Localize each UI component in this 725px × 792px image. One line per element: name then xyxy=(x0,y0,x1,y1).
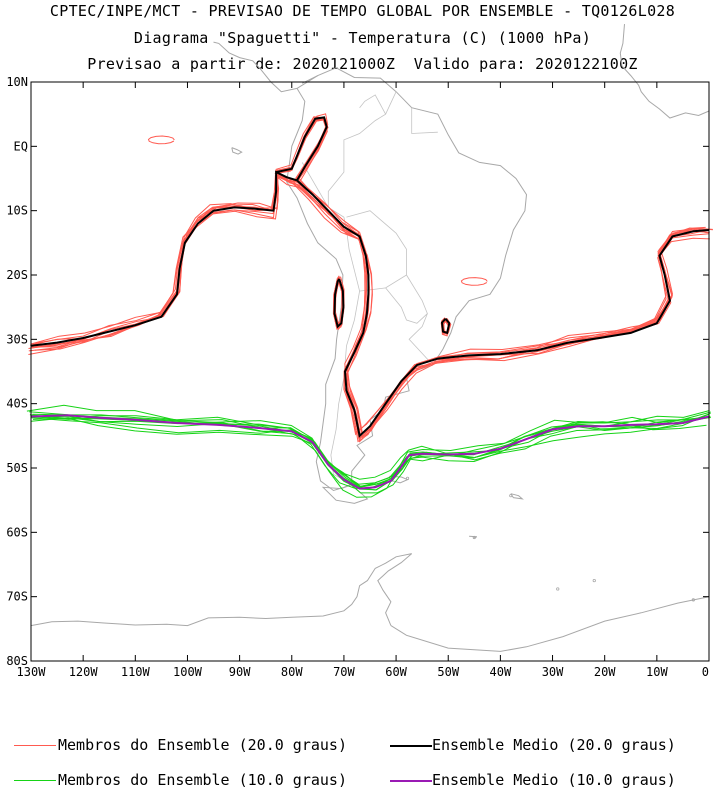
island-outline xyxy=(405,476,410,480)
x-tick-label: 120W xyxy=(69,665,99,679)
country-border xyxy=(411,107,438,134)
y-tick-label: 50S xyxy=(6,461,28,475)
x-tick-label: 110W xyxy=(121,665,151,679)
y-tick-label: 30S xyxy=(6,332,28,346)
y-tick-label: 10S xyxy=(6,204,28,218)
legend-swatch-members-20 xyxy=(14,745,56,746)
plot-frame xyxy=(30,81,710,662)
x-tick-label: 10W xyxy=(646,665,668,679)
landmass-outline xyxy=(469,535,478,539)
country-border xyxy=(385,274,428,324)
landmass-outline xyxy=(30,553,412,627)
x-tick-label: 130W xyxy=(17,665,47,679)
x-tick-label: 40W xyxy=(490,665,512,679)
member-line-20 xyxy=(460,277,488,286)
forecast-validity: Previsao a partir de: 2020121000Z Valido… xyxy=(87,55,638,73)
landmass-outline xyxy=(390,596,710,652)
island-outline xyxy=(472,535,476,540)
x-tick-label: 60W xyxy=(385,665,407,679)
y-tick-label: 70S xyxy=(6,590,28,604)
legend-label-mean-20: Ensemble Medio (20.0 graus) xyxy=(432,736,676,754)
continent-outlines xyxy=(30,24,710,652)
member-line-20 xyxy=(34,173,713,434)
member-line-10 xyxy=(32,411,711,494)
chart-axes: 130W 120W 110W 100W 90W 80W 70W 60W 50W 40W 30W 20W… xyxy=(6,75,710,679)
x-tick-label: 80W xyxy=(281,665,303,679)
y-tick-label: 40S xyxy=(6,397,28,411)
legend-swatch-mean-10 xyxy=(390,780,432,782)
y-tick-label: 10N xyxy=(6,75,28,89)
legend-swatch-mean-20 xyxy=(390,745,432,747)
legend-label-members-10: Membros do Ensemble (10.0 graus) xyxy=(58,771,347,789)
x-tick-label: 30W xyxy=(542,665,564,679)
ensemble-mean-10-line xyxy=(30,414,710,490)
x-tick-label: 90W xyxy=(229,665,251,679)
member-line-20 xyxy=(30,174,709,440)
chart-subtitle: Diagrama "Spaguetti" - Temperatura (C) (… xyxy=(133,29,592,47)
ensemble-members xyxy=(26,113,713,498)
island-outline xyxy=(691,598,695,602)
landmass-outline xyxy=(213,41,298,93)
member-line-20 xyxy=(275,116,328,184)
y-tick-label: 20S xyxy=(6,268,28,282)
y-tick-label: 60S xyxy=(6,525,28,539)
ensemble-mean-20-line xyxy=(275,116,328,181)
landmass-outline xyxy=(619,24,710,119)
ensemble-mean-20-line xyxy=(333,278,345,329)
legend-swatch-members-10 xyxy=(14,780,56,781)
spaghetti-chart: 130W 120W 110W 100W 90W 80W 70W 60W 50W 40W 30W 20W… xyxy=(6,24,713,679)
landmass-outline xyxy=(231,147,243,155)
country-border xyxy=(359,94,386,115)
y-tick-label: 80S xyxy=(6,654,28,668)
x-tick-label: 70W xyxy=(333,665,355,679)
y-tick-label: EQ xyxy=(14,139,28,153)
member-line-20 xyxy=(147,135,175,145)
island-outline xyxy=(556,587,560,591)
country-border xyxy=(408,313,431,363)
island-outline xyxy=(509,494,513,498)
member-line-10 xyxy=(30,413,709,480)
member-line-10 xyxy=(31,412,711,485)
landmass-outline xyxy=(377,553,413,626)
x-tick-label: 20W xyxy=(594,665,616,679)
ensemble-mean-20-line xyxy=(30,170,710,438)
landmass-outline xyxy=(286,67,528,492)
x-tick-label: 0 xyxy=(702,665,709,679)
ensemble-means xyxy=(30,116,710,490)
legend-label-members-20: Membros do Ensemble (20.0 graus) xyxy=(58,736,347,754)
legend-label-mean-10: Ensemble Medio (10.0 graus) xyxy=(432,771,676,789)
landmass-outline xyxy=(510,493,524,500)
member-line-20 xyxy=(34,168,713,436)
chart-title: CPTEC/INPE/MCT - PREVISAO DE TEMPO GLOBA… xyxy=(49,2,676,20)
ensemble-mean-20-line xyxy=(440,318,451,335)
x-tick-label: 50W xyxy=(437,665,459,679)
island-outline xyxy=(592,578,596,583)
member-line-20 xyxy=(30,173,710,443)
x-tick-label: 100W xyxy=(173,665,203,679)
